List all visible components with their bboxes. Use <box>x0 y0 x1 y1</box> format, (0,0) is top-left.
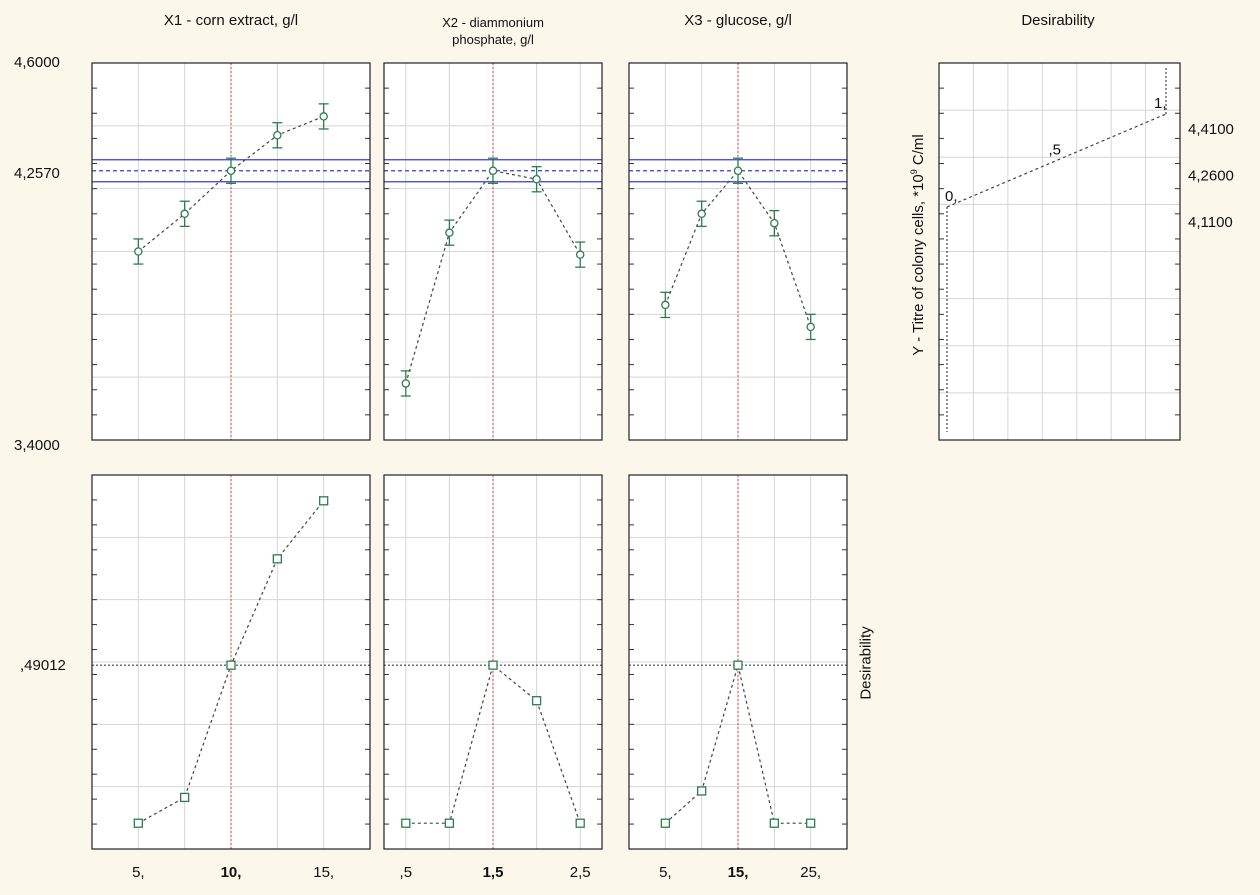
column-header-x2-line1: X2 - diammonium <box>442 15 544 30</box>
desirability-point <box>133 818 143 828</box>
desirability-function-label: ,5 <box>1049 142 1062 159</box>
desirability-function-label: 0, <box>945 188 958 205</box>
top-axis-mid: 4,2570 <box>14 165 60 182</box>
response-series-line <box>664 169 812 328</box>
desirability-function-label: 1, <box>1154 95 1167 112</box>
response-point <box>273 131 282 140</box>
desirability-series-line <box>664 662 811 824</box>
response-point <box>770 218 779 228</box>
desirability-panel-frame <box>383 474 603 850</box>
response-point <box>319 112 328 121</box>
response-series-line <box>405 170 581 384</box>
x-tick-label: 5, <box>132 864 145 881</box>
desirability-function-frame <box>938 62 1181 441</box>
response-point <box>733 166 743 176</box>
x-tick-label: 15, <box>313 864 334 881</box>
desirability-point <box>769 818 779 828</box>
response-point <box>661 300 670 310</box>
x-tick-label: 15, <box>728 864 749 881</box>
x-tick-label: 25, <box>800 864 821 881</box>
response-panel-frame <box>91 62 371 441</box>
response-point <box>401 379 411 388</box>
desirability-point <box>806 818 816 828</box>
top-axis-max: 4,6000 <box>14 54 60 71</box>
desirability-function-line <box>946 113 1167 208</box>
response-point <box>488 166 498 176</box>
desirability-y-tick-label: 4,1100 <box>1188 214 1233 231</box>
desirability-point <box>531 696 542 706</box>
x-tick-label: 1,5 <box>483 864 504 881</box>
desirability-y-tick-label: 4,2600 <box>1188 168 1234 185</box>
desirability-point <box>660 818 670 828</box>
desirability-series-line <box>405 664 581 824</box>
column-header-x2: X2 - diammonium phosphate, g/l <box>384 14 602 48</box>
bottom-axis-desirability: ,49012 <box>20 657 66 674</box>
desirability-point <box>733 660 743 670</box>
response-point <box>532 174 541 184</box>
desirability-point <box>319 496 329 506</box>
desirability-panel-frame <box>628 474 848 850</box>
response-point <box>134 247 143 256</box>
desirability-point <box>180 792 190 803</box>
response-point <box>806 322 815 332</box>
column-header-x3: X3 - glucose, g/l <box>684 12 792 29</box>
column-header-desirability: Desirability <box>1021 12 1095 29</box>
response-point <box>697 209 706 219</box>
desirability-y-tick-label: 4,4100 <box>1188 121 1234 138</box>
response-point <box>180 209 189 219</box>
desirability-point <box>444 818 455 828</box>
x-tick-label: 10, <box>221 864 242 881</box>
response-point <box>226 166 236 176</box>
top-axis-min: 3,4000 <box>14 437 60 454</box>
column-header-x1: X1 - corn extract, g/l <box>163 12 299 29</box>
desirability-point <box>575 818 585 828</box>
column-header-x2-line2: phosphate, g/l <box>452 32 534 47</box>
desirability-panel-frame <box>91 474 371 850</box>
desirability-point <box>488 660 498 670</box>
desirability-point <box>272 554 282 564</box>
x-tick-label: 2,5 <box>570 864 591 881</box>
response-point <box>575 250 585 259</box>
response-point <box>445 228 454 237</box>
desirability-point <box>401 818 411 828</box>
x-tick-label: 5, <box>659 864 672 881</box>
response-panel-frame <box>628 62 848 441</box>
response-panel-frame <box>383 62 603 441</box>
desirability-point <box>226 660 236 670</box>
x-tick-label: ,5 <box>400 864 413 881</box>
desirability-point <box>697 786 707 796</box>
